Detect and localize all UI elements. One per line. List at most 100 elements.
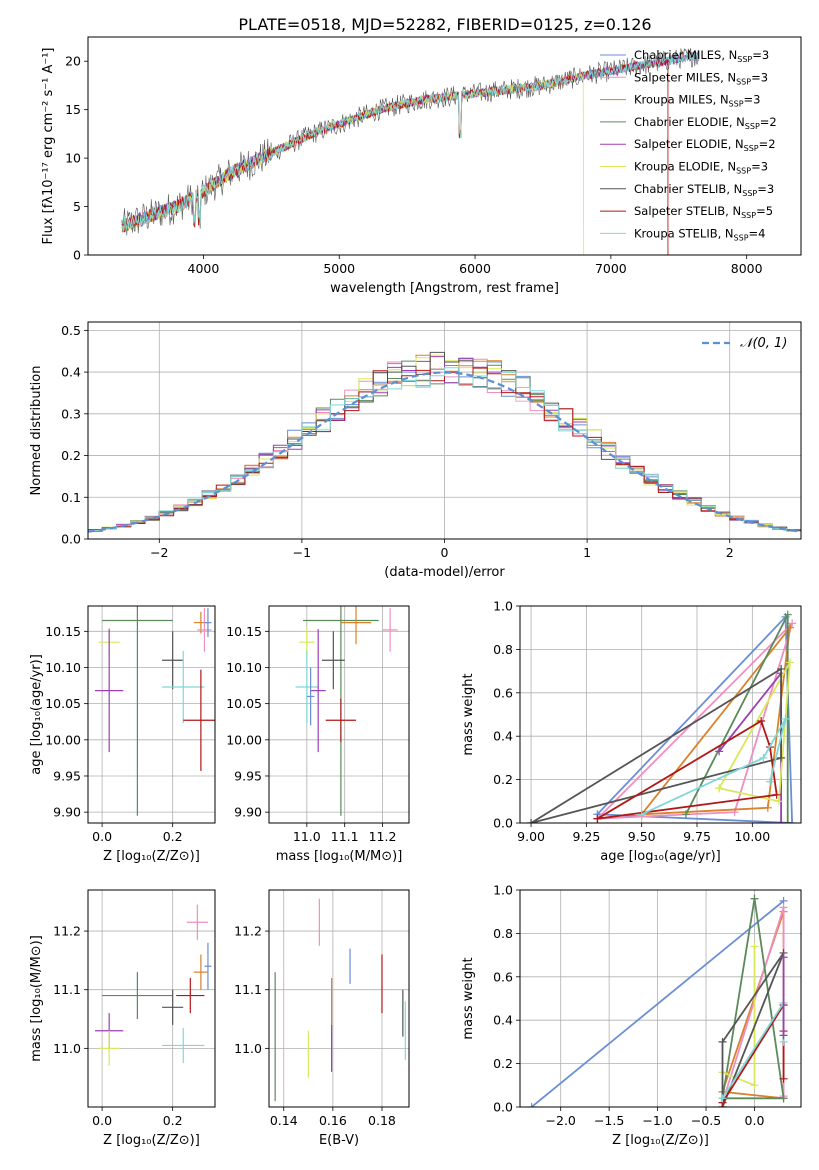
mass-weight-line-stelib_kroupa bbox=[641, 718, 787, 816]
y-tick-label: 9.95 bbox=[53, 768, 81, 783]
mass-weight-marker bbox=[750, 894, 759, 903]
mass-weight-marker bbox=[750, 1081, 759, 1090]
y-tick-label: 0.0 bbox=[493, 1100, 513, 1115]
x-tick-label: 0.0 bbox=[92, 1113, 112, 1128]
y-tick-label: 0.5 bbox=[61, 323, 81, 338]
mass-weight-marker bbox=[777, 664, 786, 673]
y-tick-label: 11.0 bbox=[53, 1041, 81, 1056]
y-axis-label: Normed distribution bbox=[29, 366, 44, 496]
mass-weight-line-elodie_kroupa bbox=[718, 661, 791, 803]
mass-weight-line-stelib_salpeter bbox=[721, 1001, 785, 1104]
y-tick-label: 0.6 bbox=[493, 969, 513, 984]
y-tick-label: 0.4 bbox=[493, 1013, 513, 1028]
normal-curve bbox=[88, 371, 801, 533]
x-tick-label: 0.16 bbox=[319, 1113, 347, 1128]
plot-area bbox=[527, 894, 788, 1107]
y-tick-label: 9.90 bbox=[234, 805, 262, 820]
x-tick-label: −0.5 bbox=[691, 1113, 721, 1128]
mass-weight-line-stelib_chabrier bbox=[721, 952, 785, 1107]
mass-weight-line-miles_salpeter bbox=[721, 907, 785, 1103]
y-tick-label: 10.05 bbox=[226, 696, 262, 711]
x-tick-label: 0.0 bbox=[92, 829, 112, 844]
y-tick-label: 0 bbox=[73, 248, 81, 263]
y-tick-label: 10.05 bbox=[45, 696, 81, 711]
legend-entry: Chabrier MILES, NSSP=3 bbox=[634, 48, 769, 64]
mass-weight-marker bbox=[777, 753, 786, 762]
massweight-vs-metallicity-panel: −2.0 −1.5 −1.0 −0.5 0.0 0.0 0.2 0.4 0.6 0.8 1.0 Z [… bbox=[461, 883, 802, 1148]
mass-weight-marker bbox=[777, 819, 786, 823]
y-tick-label: 0.0 bbox=[61, 532, 81, 547]
y-tick-label: 10.00 bbox=[226, 732, 262, 747]
x-tick-label: 0 bbox=[441, 545, 449, 560]
mass-weight-marker bbox=[774, 797, 783, 806]
spectrum-line-elodie_kroupa bbox=[121, 72, 585, 255]
y-tick-label: 1.0 bbox=[493, 599, 513, 614]
mass-weight-marker bbox=[718, 1094, 727, 1103]
mass-weight-marker bbox=[783, 610, 792, 619]
age-vs-mass-panel: 11.0 11.1 11.2 9.90 9.95 10.00 10.05 10.10 10.15… bbox=[226, 605, 410, 864]
x-tick-label: −2 bbox=[150, 545, 168, 560]
y-axis-label: mass weight bbox=[461, 957, 476, 1039]
x-tick-label: 0.0 bbox=[745, 1113, 765, 1128]
legend-entry: Salpeter MILES, NSSP=3 bbox=[634, 70, 768, 86]
x-tick-label: 9.75 bbox=[683, 829, 711, 844]
plot-area bbox=[95, 904, 212, 1066]
mass-weight-line-miles_chabrier bbox=[531, 900, 785, 1107]
plot-area bbox=[274, 898, 406, 1102]
x-axis-label: wavelength [Angstrom, rest frame] bbox=[330, 281, 559, 296]
axes-frame bbox=[87, 605, 216, 824]
x-tick-label: 1 bbox=[583, 545, 591, 560]
x-tick-label: 4000 bbox=[188, 261, 220, 276]
y-tick-label: 1.0 bbox=[493, 883, 513, 898]
y-tick-label: 0.2 bbox=[493, 1056, 513, 1071]
x-tick-label: 9.00 bbox=[517, 829, 545, 844]
y-tick-label: 0.4 bbox=[61, 365, 81, 380]
y-tick-label: 20 bbox=[65, 54, 81, 69]
axes-frame bbox=[87, 889, 216, 1108]
y-axis-label: mass [log₁₀(M/M⊙)] bbox=[29, 935, 44, 1062]
legend-entry: Kroupa STELIB, NSSP=4 bbox=[634, 226, 765, 242]
mass-weight-marker bbox=[757, 717, 766, 726]
mass-weight-marker bbox=[788, 819, 797, 823]
x-tick-label: 0.14 bbox=[270, 1113, 298, 1128]
y-tick-label: 10.15 bbox=[45, 624, 81, 639]
axes-frame bbox=[268, 605, 410, 824]
y-tick-label: 11.2 bbox=[234, 924, 262, 939]
y-tick-label: 5 bbox=[73, 199, 81, 214]
x-tick-label: 7000 bbox=[595, 261, 627, 276]
mass-weight-marker bbox=[715, 747, 724, 756]
axes-frame bbox=[519, 889, 802, 1108]
spectrum-panel: 4000 5000 6000 7000 8000 0 5 10 15 20 wavelength [… bbox=[41, 36, 802, 296]
mass-weight-line-stelib_chabrier bbox=[530, 667, 782, 823]
x-tick-label: 11.2 bbox=[369, 829, 397, 844]
y-tick-label: 0.2 bbox=[493, 772, 513, 787]
mass-weight-marker bbox=[718, 1037, 727, 1046]
x-tick-label: −1.5 bbox=[594, 1113, 624, 1128]
legend-entry: Chabrier ELODIE, NSSP=2 bbox=[634, 115, 777, 131]
mass-weight-line-stelib_salpeter bbox=[596, 719, 778, 820]
massweight-vs-age-panel: 9.00 9.25 9.50 9.75 10.00 0.0 0.2 0.4 0.6 0.8 1.0 a… bbox=[461, 599, 802, 864]
mass-weight-marker bbox=[527, 1103, 536, 1107]
spectrum-line-miles_kroupa bbox=[121, 52, 700, 255]
legend-entry: 𝒩(0, 1) bbox=[740, 336, 787, 351]
y-tick-label: 15 bbox=[65, 102, 81, 117]
figure-title: PLATE=0518, MJD=52282, FIBERID=0125, z=0… bbox=[238, 15, 651, 34]
axes-frame bbox=[87, 36, 802, 256]
mass-weight-marker bbox=[788, 619, 797, 628]
y-tick-label: 11.1 bbox=[234, 982, 262, 997]
x-tick-label: 0.2 bbox=[163, 829, 183, 844]
mass-vs-ebv-panel: 0.14 0.16 0.18 11.0 11.1 11.2 E(B-V) bbox=[234, 889, 410, 1148]
x-axis-label: Z [log₁₀(Z/Z⊙)] bbox=[103, 849, 200, 864]
spectrum-line-stelib_chabrier bbox=[121, 47, 700, 236]
mass-weight-marker bbox=[593, 814, 602, 823]
mass-weight-marker bbox=[772, 790, 781, 799]
x-tick-label: 11.0 bbox=[293, 829, 321, 844]
mass-weight-marker bbox=[759, 753, 768, 762]
residuals-panel: −2 −1 0 1 2 0.0 0.1 0.2 0.3 0.4 0.5 (data-model)/er… bbox=[29, 321, 802, 580]
age-vs-metallicity-panel: 0.0 0.2 9.90 9.95 10.00 10.05 10.10 10.15 Z [log… bbox=[29, 605, 216, 864]
x-tick-label: 9.50 bbox=[628, 829, 656, 844]
plot-area bbox=[88, 351, 801, 533]
y-axis-label: age [log₁₀(age/yr)] bbox=[29, 654, 44, 775]
legend-entry: Chabrier STELIB, NSSP=3 bbox=[634, 182, 774, 198]
